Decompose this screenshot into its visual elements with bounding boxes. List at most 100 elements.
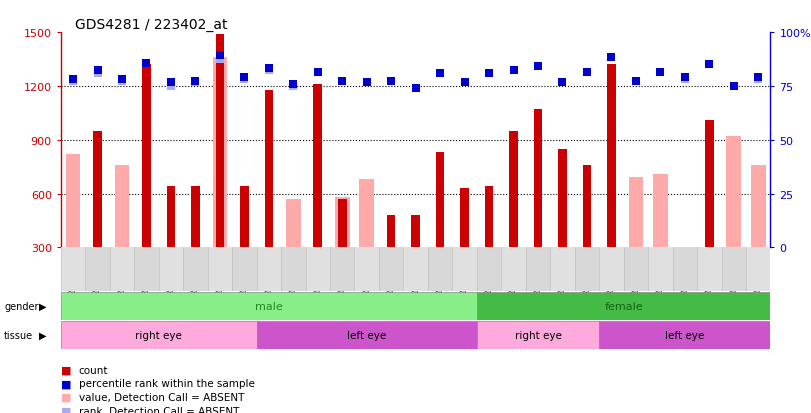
Point bbox=[752, 76, 765, 83]
Text: female: female bbox=[604, 301, 643, 311]
Bar bbox=[240, 187, 249, 248]
Bar bbox=[624, 248, 648, 291]
Point bbox=[458, 80, 471, 86]
Bar bbox=[648, 248, 672, 291]
Point bbox=[654, 69, 667, 76]
Point bbox=[311, 69, 324, 76]
Point bbox=[262, 67, 275, 74]
Point bbox=[360, 80, 373, 86]
Bar bbox=[135, 248, 159, 291]
Text: GDS4281 / 223402_at: GDS4281 / 223402_at bbox=[75, 18, 228, 32]
Point bbox=[213, 57, 226, 63]
Bar bbox=[672, 248, 697, 291]
Point bbox=[115, 76, 128, 83]
Bar bbox=[411, 216, 420, 248]
Bar bbox=[159, 248, 183, 291]
Text: percentile rank within the sample: percentile rank within the sample bbox=[79, 378, 255, 388]
Text: left eye: left eye bbox=[665, 330, 705, 340]
Bar bbox=[697, 248, 722, 291]
Bar bbox=[751, 166, 766, 248]
Bar bbox=[558, 150, 567, 248]
Bar bbox=[607, 65, 616, 248]
Bar bbox=[485, 187, 493, 248]
Bar bbox=[705, 121, 714, 248]
Point bbox=[238, 76, 251, 83]
Text: value, Detection Call = ABSENT: value, Detection Call = ABSENT bbox=[79, 392, 244, 402]
Text: gender: gender bbox=[4, 301, 39, 311]
Point bbox=[531, 64, 544, 70]
Point bbox=[238, 74, 251, 81]
Bar bbox=[330, 248, 354, 291]
Bar bbox=[212, 58, 227, 248]
Bar bbox=[599, 248, 624, 291]
Bar bbox=[85, 248, 109, 291]
Bar bbox=[550, 248, 575, 291]
Bar bbox=[66, 155, 80, 248]
Point bbox=[384, 78, 397, 85]
Bar bbox=[653, 174, 667, 248]
Text: right eye: right eye bbox=[135, 330, 182, 340]
Text: ▶: ▶ bbox=[39, 301, 46, 311]
Bar bbox=[256, 321, 477, 349]
Point bbox=[189, 78, 202, 85]
Bar bbox=[632, 248, 640, 253]
Bar bbox=[281, 248, 306, 291]
Point bbox=[483, 71, 496, 78]
Bar bbox=[61, 292, 477, 320]
Point bbox=[115, 78, 128, 85]
Text: ■: ■ bbox=[61, 378, 71, 388]
Point bbox=[605, 55, 618, 62]
Bar bbox=[359, 180, 374, 248]
Bar bbox=[477, 292, 770, 320]
Point bbox=[581, 69, 594, 76]
Bar bbox=[534, 110, 543, 248]
Point bbox=[189, 80, 202, 86]
Bar bbox=[379, 248, 403, 291]
Bar bbox=[335, 198, 350, 248]
Text: rank, Detection Call = ABSENT: rank, Detection Call = ABSENT bbox=[79, 406, 239, 413]
Bar bbox=[264, 90, 273, 248]
Text: ■: ■ bbox=[61, 406, 71, 413]
Point bbox=[165, 83, 178, 90]
Bar bbox=[582, 166, 591, 248]
Bar bbox=[208, 248, 232, 291]
Point bbox=[434, 71, 447, 78]
Bar bbox=[575, 248, 599, 291]
Bar bbox=[722, 248, 746, 291]
Text: ▶: ▶ bbox=[39, 330, 46, 340]
Bar bbox=[61, 321, 256, 349]
Text: count: count bbox=[79, 365, 108, 375]
Bar bbox=[191, 187, 200, 248]
Point bbox=[140, 60, 153, 67]
Point bbox=[213, 53, 226, 59]
Bar bbox=[599, 321, 770, 349]
Bar bbox=[746, 248, 770, 291]
Bar bbox=[314, 85, 322, 248]
Bar bbox=[501, 248, 526, 291]
Bar bbox=[403, 248, 428, 291]
Text: tissue: tissue bbox=[4, 330, 33, 340]
Bar bbox=[256, 248, 281, 291]
Point bbox=[507, 67, 520, 74]
Bar bbox=[183, 248, 208, 291]
Bar bbox=[354, 248, 379, 291]
Bar bbox=[387, 216, 396, 248]
Point bbox=[91, 67, 104, 74]
Point bbox=[91, 71, 104, 78]
Bar bbox=[232, 248, 256, 291]
Bar bbox=[93, 131, 102, 248]
Text: male: male bbox=[255, 301, 283, 311]
Point bbox=[703, 62, 716, 69]
Bar bbox=[61, 248, 85, 291]
Bar bbox=[436, 153, 444, 248]
Point bbox=[678, 74, 691, 81]
Bar bbox=[142, 65, 151, 248]
Bar bbox=[109, 248, 135, 291]
Bar bbox=[286, 199, 301, 248]
Bar bbox=[509, 131, 517, 248]
Point bbox=[67, 76, 79, 83]
Bar bbox=[428, 248, 453, 291]
Bar bbox=[114, 166, 129, 248]
Point bbox=[165, 80, 178, 86]
Bar bbox=[526, 248, 550, 291]
